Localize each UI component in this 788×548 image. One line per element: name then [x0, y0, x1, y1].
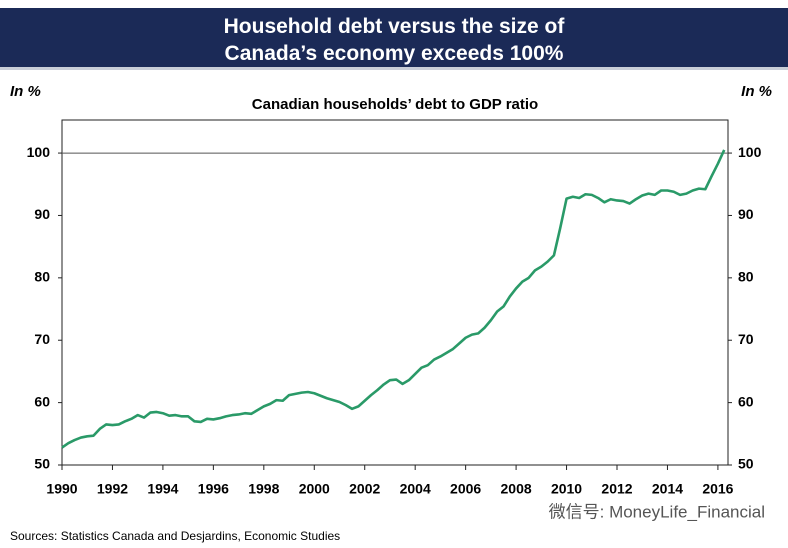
y-axis-label: In % — [10, 83, 41, 100]
x-tick-label: 1992 — [97, 481, 128, 497]
x-tick-label: 2014 — [652, 481, 683, 497]
x-tick-label: 2016 — [702, 481, 733, 497]
x-tick-label: 2006 — [450, 481, 481, 497]
x-tick-label: 2012 — [601, 481, 632, 497]
x-tick-label: 1994 — [147, 481, 178, 497]
x-tick-label: 2000 — [299, 481, 330, 497]
plot-frame — [61, 119, 729, 466]
y-tick-label: 90 — [34, 206, 50, 222]
y-tick-label: 80 — [34, 269, 50, 285]
y2-tick-label: 100 — [738, 144, 762, 160]
x-tick-label: 2004 — [400, 481, 431, 497]
header-title: Household debt versus the size of Canada… — [0, 8, 788, 70]
y2-tick-label: 70 — [738, 331, 754, 347]
x-tick-label: 1996 — [198, 481, 229, 497]
y2-axis-label: In % — [741, 83, 772, 100]
x-tick-label: 2008 — [501, 481, 532, 497]
watermark: 微信号: MoneyLife_Financial — [549, 502, 765, 521]
chart: In % In % Canadian households’ debt to G… — [10, 83, 772, 543]
y-tick-label: 100 — [27, 144, 51, 160]
source-note: Sources: Statistics Canada and Desjardin… — [10, 529, 340, 543]
x-tick-label: 2010 — [551, 481, 582, 497]
x-tick-label: 1998 — [248, 481, 279, 497]
y-tick-label: 50 — [34, 456, 50, 472]
y2-tick-label: 90 — [738, 206, 754, 222]
y-tick-label: 70 — [34, 331, 50, 347]
chart-subtitle: Canadian households’ debt to GDP ratio — [252, 96, 538, 113]
x-tick-label: 2002 — [349, 481, 380, 497]
data-line — [61, 149, 726, 449]
y-tick-label: 60 — [34, 393, 50, 409]
y2-tick-label: 60 — [738, 393, 754, 409]
y2-tick-label: 80 — [738, 269, 754, 285]
x-tick-label: 1990 — [46, 481, 77, 497]
y2-tick-label: 50 — [738, 456, 754, 472]
